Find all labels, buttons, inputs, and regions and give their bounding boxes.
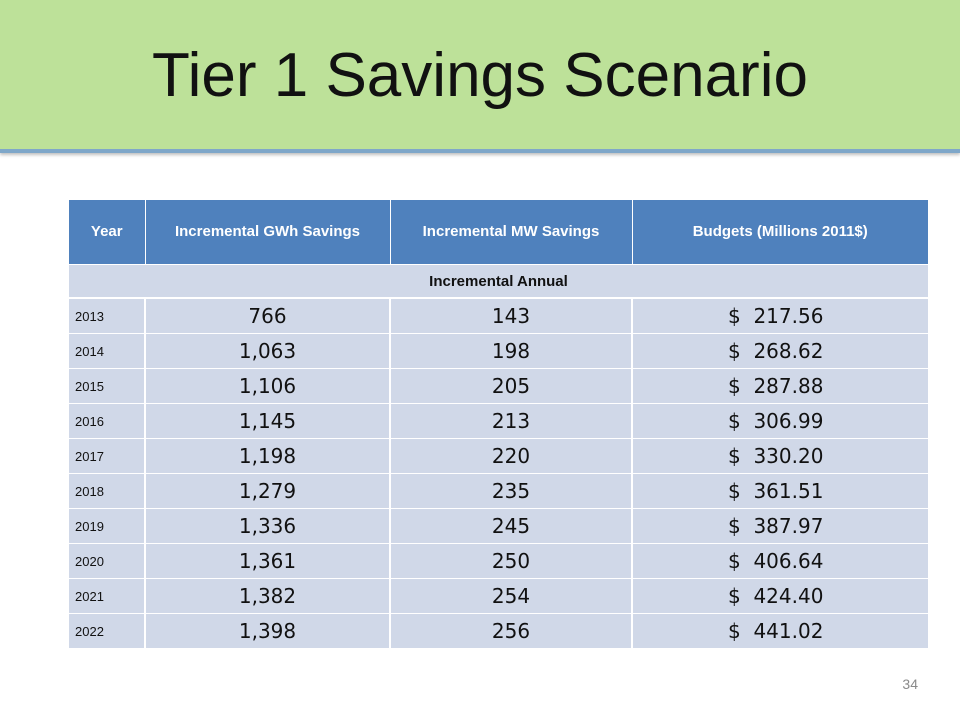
gwh-cell: 1,361 xyxy=(145,543,391,579)
mw-cell: 143 xyxy=(390,297,633,334)
gwh-cell: 766 xyxy=(145,297,391,334)
header-budget: Budgets (Millions 2011$) xyxy=(632,200,928,265)
budget-cell: $ 287.88 xyxy=(632,368,928,404)
budget-cell: $ 406.64 xyxy=(632,543,928,579)
mw-cell: 254 xyxy=(390,578,633,614)
gwh-cell: 1,279 xyxy=(145,473,391,509)
mw-cell: 213 xyxy=(390,403,633,439)
header-mw: Incremental MW Savings xyxy=(390,200,633,265)
mw-cell: 220 xyxy=(390,438,633,474)
table-header-row: Year Incremental GWh Savings Incremental… xyxy=(69,200,928,265)
table-row: 2014 1,063 198 $ 268.62 xyxy=(69,333,928,369)
budget-cell: $ 441.02 xyxy=(632,613,928,648)
budget-cell: $ 306.99 xyxy=(632,403,928,439)
slide-title: Tier 1 Savings Scenario xyxy=(152,41,808,110)
gwh-cell: 1,063 xyxy=(145,333,391,369)
gwh-cell: 1,398 xyxy=(145,613,391,648)
year-cell: 2021 xyxy=(69,578,146,614)
budget-cell: $ 361.51 xyxy=(632,473,928,509)
page-number: 34 xyxy=(902,676,918,692)
year-cell: 2014 xyxy=(69,333,146,369)
table-row: 2020 1,361 250 $ 406.64 xyxy=(69,543,928,579)
year-cell: 2013 xyxy=(69,297,146,334)
gwh-cell: 1,106 xyxy=(145,368,391,404)
mw-cell: 250 xyxy=(390,543,633,579)
mw-cell: 256 xyxy=(390,613,633,648)
mw-cell: 198 xyxy=(390,333,633,369)
year-cell: 2017 xyxy=(69,438,146,474)
mw-cell: 235 xyxy=(390,473,633,509)
gwh-cell: 1,382 xyxy=(145,578,391,614)
table-row: 2021 1,382 254 $ 424.40 xyxy=(69,578,928,614)
mw-cell: 245 xyxy=(390,508,633,544)
mw-cell: 205 xyxy=(390,368,633,404)
header-year: Year xyxy=(69,200,146,265)
budget-cell: $ 330.20 xyxy=(632,438,928,474)
table-row: 2015 1,106 205 $ 287.88 xyxy=(69,368,928,404)
year-cell: 2016 xyxy=(69,403,146,439)
table-row: 2018 1,279 235 $ 361.51 xyxy=(69,473,928,509)
year-cell: 2019 xyxy=(69,508,146,544)
table-row: 2017 1,198 220 $ 330.20 xyxy=(69,438,928,474)
budget-cell: $ 217.56 xyxy=(632,297,928,334)
budget-cell: $ 424.40 xyxy=(632,578,928,614)
gwh-cell: 1,336 xyxy=(145,508,391,544)
table-row: 2022 1,398 256 $ 441.02 xyxy=(69,613,928,648)
table-row: 2016 1,145 213 $ 306.99 xyxy=(69,403,928,439)
table-row: 2019 1,336 245 $ 387.97 xyxy=(69,508,928,544)
header-gwh: Incremental GWh Savings xyxy=(145,200,391,265)
savings-table: Year Incremental GWh Savings Incremental… xyxy=(69,200,928,648)
section-row: Incremental Annual xyxy=(69,264,928,299)
gwh-cell: 1,198 xyxy=(145,438,391,474)
section-label: Incremental Annual xyxy=(69,264,928,299)
title-band: Tier 1 Savings Scenario xyxy=(0,0,960,153)
gwh-cell: 1,145 xyxy=(145,403,391,439)
year-cell: 2018 xyxy=(69,473,146,509)
budget-cell: $ 268.62 xyxy=(632,333,928,369)
budget-cell: $ 387.97 xyxy=(632,508,928,544)
table-row: 2013 766 143 $ 217.56 xyxy=(69,297,928,334)
year-cell: 2022 xyxy=(69,613,146,648)
year-cell: 2015 xyxy=(69,368,146,404)
year-cell: 2020 xyxy=(69,543,146,579)
